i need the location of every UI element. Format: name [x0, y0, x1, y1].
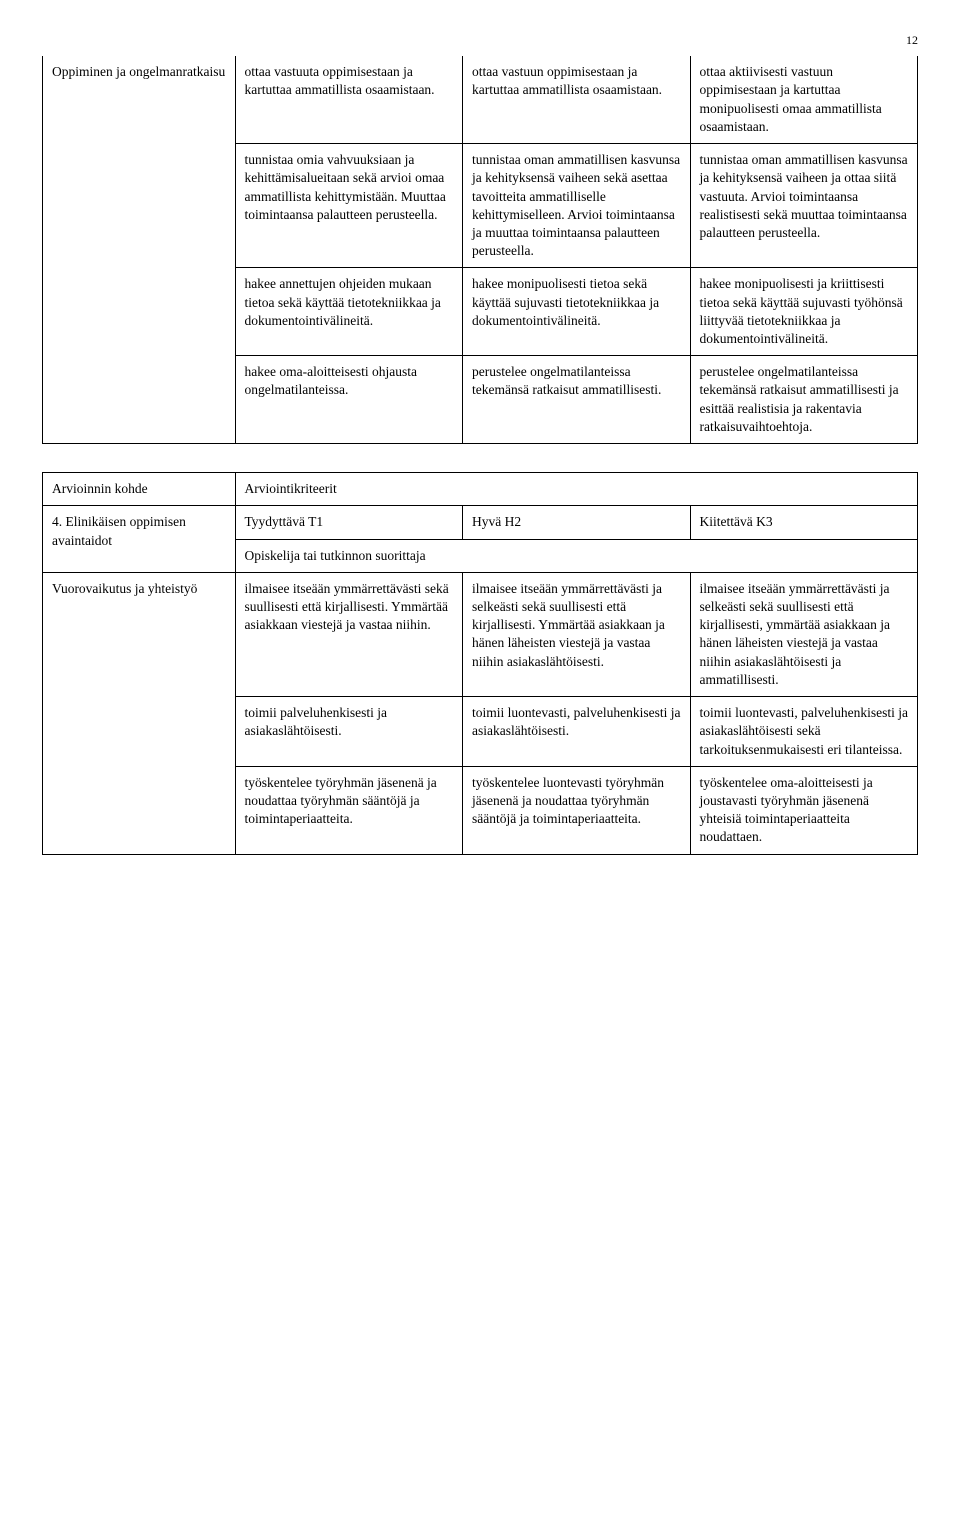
cell: perustelee ongelmatilanteissa tekemänsä …	[463, 356, 691, 444]
cell: tunnistaa omia vahvuuksiaan ja kehittämi…	[235, 144, 463, 268]
cell: ottaa aktiivisesti vastuun oppimisestaan…	[690, 56, 918, 143]
subheader-left-cell: 4. Elinikäisen oppimisen avaintaidot	[43, 506, 236, 572]
cell: toimii luontevasti, palveluhenkisesti ja…	[463, 697, 691, 767]
subheader-cell: Kiitettävä K3	[690, 506, 918, 539]
table-row: Oppiminen ja ongelmanratkaisu ottaa vast…	[43, 56, 918, 143]
cell: hakee monipuolisesti ja kriittisesti tie…	[690, 268, 918, 356]
row-label-cell: Vuorovaikutus ja yhteistyö	[43, 572, 236, 854]
cell: perustelee ongelmatilanteissa tekemänsä …	[690, 356, 918, 444]
table-row: 4. Elinikäisen oppimisen avaintaidot Tyy…	[43, 506, 918, 539]
table-row: Vuorovaikutus ja yhteistyö ilmaisee itse…	[43, 572, 918, 696]
cell: ilmaisee itseään ymmärrettävästi sekä su…	[235, 572, 463, 696]
row-label-cell: Oppiminen ja ongelmanratkaisu	[43, 56, 236, 443]
cell: tunnistaa oman ammatillisen kasvunsa ja …	[463, 144, 691, 268]
table-arviointi: Arvioinnin kohde Arviointikriteerit 4. E…	[42, 472, 918, 855]
page-number: 12	[42, 32, 918, 48]
header-cell: Arvioinnin kohde	[43, 473, 236, 506]
cell: ilmaisee itseään ymmärrettävästi ja selk…	[690, 572, 918, 696]
table-oppiminen: Oppiminen ja ongelmanratkaisu ottaa vast…	[42, 56, 918, 444]
cell: ilmaisee itseään ymmärrettävästi ja selk…	[463, 572, 691, 696]
cell: hakee monipuolisesti tietoa sekä käyttää…	[463, 268, 691, 356]
cell: tunnistaa oman ammatillisen kasvunsa ja …	[690, 144, 918, 268]
cell: ottaa vastuun oppimisestaan ja kartuttaa…	[463, 56, 691, 143]
cell: toimii palveluhenkisesti ja asiakaslähtö…	[235, 697, 463, 767]
cell: toimii luontevasti, palveluhenkisesti ja…	[690, 697, 918, 767]
cell: työskentelee oma-aloitteisesti ja jousta…	[690, 766, 918, 854]
subheader-cell: Tyydyttävä T1	[235, 506, 463, 539]
cell: hakee oma-aloitteisesti ohjausta ongelma…	[235, 356, 463, 444]
cell: työskentelee luontevasti työryhmän jäsen…	[463, 766, 691, 854]
header-cell: Arviointikriteerit	[235, 473, 918, 506]
cell: ottaa vastuuta oppimisestaan ja kartutta…	[235, 56, 463, 143]
cell: hakee annettujen ohjeiden mukaan tietoa …	[235, 268, 463, 356]
cell: työskentelee työryhmän jäsenenä ja nouda…	[235, 766, 463, 854]
subheader-cell: Hyvä H2	[463, 506, 691, 539]
table-header-row: Arvioinnin kohde Arviointikriteerit	[43, 473, 918, 506]
subheader2-cell: Opiskelija tai tutkinnon suorittaja	[235, 539, 918, 572]
